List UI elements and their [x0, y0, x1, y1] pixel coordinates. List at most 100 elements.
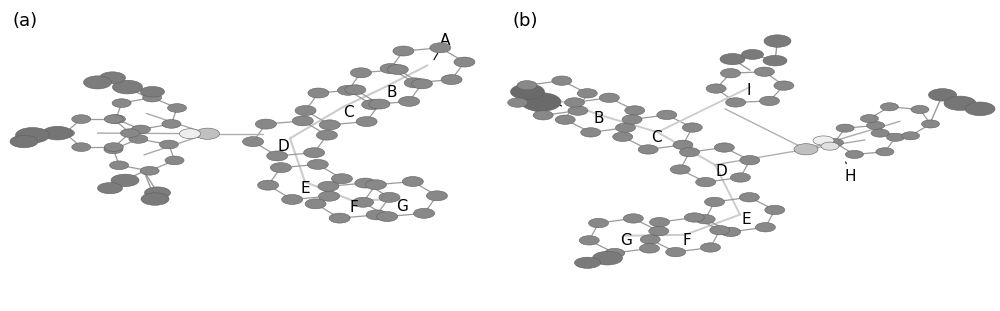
Ellipse shape	[622, 115, 642, 124]
Ellipse shape	[168, 104, 187, 112]
Ellipse shape	[399, 96, 420, 106]
Ellipse shape	[581, 128, 601, 137]
Ellipse shape	[98, 183, 122, 194]
Ellipse shape	[369, 99, 390, 109]
Ellipse shape	[56, 129, 74, 137]
Ellipse shape	[911, 105, 929, 114]
Ellipse shape	[682, 123, 702, 132]
Ellipse shape	[104, 115, 123, 123]
Ellipse shape	[720, 68, 740, 78]
Text: C: C	[651, 130, 661, 145]
Ellipse shape	[131, 125, 150, 134]
Ellipse shape	[255, 119, 276, 129]
Ellipse shape	[362, 100, 383, 109]
Ellipse shape	[764, 35, 791, 47]
Text: B: B	[594, 111, 604, 126]
Ellipse shape	[316, 130, 337, 140]
Ellipse shape	[331, 174, 352, 184]
Ellipse shape	[402, 177, 423, 187]
Ellipse shape	[739, 193, 759, 202]
Text: A: A	[535, 87, 562, 106]
Ellipse shape	[454, 57, 475, 67]
Ellipse shape	[605, 248, 625, 258]
Text: F: F	[350, 200, 358, 215]
Ellipse shape	[670, 165, 690, 174]
Ellipse shape	[599, 93, 619, 102]
Ellipse shape	[104, 143, 123, 151]
Ellipse shape	[379, 193, 400, 202]
Ellipse shape	[16, 128, 50, 143]
Ellipse shape	[307, 160, 328, 169]
Ellipse shape	[267, 151, 288, 161]
Ellipse shape	[42, 126, 72, 140]
Ellipse shape	[650, 217, 670, 227]
Ellipse shape	[140, 86, 164, 97]
Ellipse shape	[319, 191, 340, 201]
Ellipse shape	[162, 119, 181, 128]
Ellipse shape	[112, 80, 143, 94]
Ellipse shape	[72, 143, 91, 151]
Ellipse shape	[365, 180, 386, 190]
Ellipse shape	[140, 166, 159, 175]
Text: G: G	[396, 199, 408, 214]
Ellipse shape	[292, 116, 313, 126]
Ellipse shape	[508, 98, 528, 107]
Ellipse shape	[377, 211, 398, 221]
Ellipse shape	[356, 117, 377, 127]
Ellipse shape	[880, 103, 898, 111]
Ellipse shape	[10, 135, 38, 148]
Ellipse shape	[393, 46, 414, 56]
Text: D: D	[277, 139, 289, 154]
Ellipse shape	[426, 191, 447, 201]
Ellipse shape	[640, 235, 660, 244]
Ellipse shape	[760, 96, 780, 106]
Ellipse shape	[404, 78, 425, 88]
Ellipse shape	[295, 105, 316, 115]
Ellipse shape	[144, 187, 170, 199]
Ellipse shape	[623, 214, 643, 223]
Ellipse shape	[129, 135, 148, 143]
Ellipse shape	[308, 88, 329, 98]
Text: F: F	[682, 233, 691, 248]
Ellipse shape	[112, 99, 131, 108]
Ellipse shape	[380, 63, 401, 73]
Ellipse shape	[794, 144, 818, 155]
Ellipse shape	[579, 236, 599, 245]
Ellipse shape	[638, 145, 658, 154]
Ellipse shape	[902, 132, 920, 140]
Ellipse shape	[430, 43, 451, 53]
Ellipse shape	[350, 68, 371, 78]
Ellipse shape	[845, 151, 863, 159]
Ellipse shape	[740, 156, 760, 165]
Ellipse shape	[625, 106, 645, 115]
Ellipse shape	[345, 85, 366, 95]
Ellipse shape	[589, 218, 609, 228]
Ellipse shape	[965, 102, 995, 116]
Ellipse shape	[338, 85, 359, 95]
Ellipse shape	[887, 133, 905, 141]
Ellipse shape	[165, 156, 184, 165]
Ellipse shape	[755, 223, 775, 232]
Ellipse shape	[765, 205, 785, 215]
Ellipse shape	[511, 84, 544, 100]
Ellipse shape	[673, 140, 693, 150]
Ellipse shape	[774, 81, 794, 90]
Ellipse shape	[742, 49, 764, 59]
Text: A: A	[434, 33, 450, 60]
Ellipse shape	[305, 199, 326, 209]
Text: B: B	[386, 85, 397, 100]
Ellipse shape	[705, 197, 725, 207]
Ellipse shape	[353, 197, 374, 207]
Ellipse shape	[700, 243, 720, 252]
Ellipse shape	[159, 140, 178, 149]
Text: E: E	[741, 212, 751, 227]
Ellipse shape	[555, 115, 575, 124]
Ellipse shape	[329, 213, 350, 223]
Text: G: G	[620, 233, 632, 248]
Ellipse shape	[695, 215, 715, 224]
Ellipse shape	[84, 76, 112, 89]
Ellipse shape	[821, 142, 839, 150]
Ellipse shape	[100, 72, 126, 84]
Ellipse shape	[565, 98, 585, 107]
Ellipse shape	[106, 115, 125, 123]
